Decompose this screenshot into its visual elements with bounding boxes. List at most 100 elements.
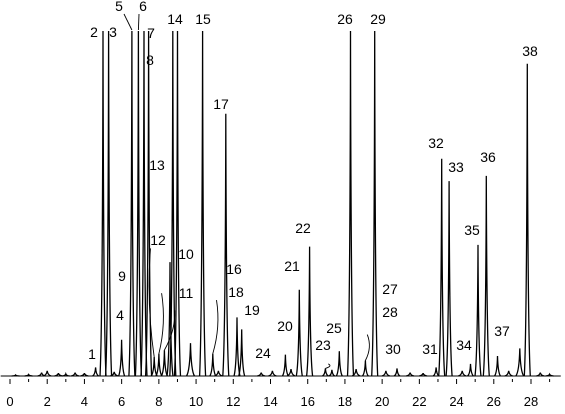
x-tick-label: 6	[118, 394, 125, 409]
peak-34	[467, 363, 474, 377]
peak-9	[150, 356, 158, 377]
peak-25	[335, 351, 343, 377]
peak-13	[169, 30, 177, 377]
peak-label-4: 4	[116, 307, 124, 323]
peak-19	[238, 329, 246, 377]
peak-18	[233, 317, 241, 377]
peak-label-16: 16	[226, 261, 242, 277]
x-tick-label: 0	[6, 394, 13, 409]
peak-10	[155, 353, 163, 377]
peak-label-34: 34	[456, 337, 472, 353]
peak-15	[198, 30, 207, 377]
peak-14	[173, 30, 182, 377]
minor-peak	[80, 372, 89, 377]
minor-peak	[24, 373, 33, 377]
minor-peak	[214, 370, 223, 377]
peak-label-10: 10	[178, 246, 194, 262]
peak-label-20: 20	[277, 318, 293, 334]
peak-36	[482, 175, 490, 377]
peak-11	[160, 350, 168, 377]
peak-17	[222, 113, 230, 377]
peak-1	[92, 367, 99, 377]
leader-28	[365, 334, 370, 361]
peak-label-3: 3	[109, 24, 117, 40]
minor-peak	[54, 372, 63, 377]
minor-peak	[185, 343, 196, 377]
minor-peak	[268, 370, 277, 377]
peak-label-17: 17	[213, 96, 229, 112]
leader-10	[158, 293, 164, 354]
leader-6	[137, 13, 140, 31]
peak-7	[140, 30, 148, 377]
peak-12	[166, 262, 174, 377]
x-tick-label: 2	[44, 394, 51, 409]
peak-32	[438, 158, 446, 377]
peak-label-22: 22	[295, 220, 311, 236]
minor-peak	[70, 372, 80, 377]
peak-38	[523, 63, 531, 377]
peak-22	[305, 246, 314, 377]
peak-4	[117, 339, 126, 377]
x-tick-label: 28	[524, 394, 538, 409]
x-tick-label: 24	[449, 394, 463, 409]
peak-label-25: 25	[326, 320, 342, 336]
peak-label-24: 24	[255, 345, 271, 361]
leader-5	[123, 13, 133, 31]
x-axis: 0 2 4 6 8 10 12 14 16 18 20 22 24 26 28	[6, 379, 551, 409]
peak-label-33: 33	[448, 159, 464, 175]
peak-3	[104, 30, 113, 377]
peak-label-38: 38	[522, 43, 538, 59]
peak-20	[281, 354, 289, 377]
label-leader-lines	[123, 13, 370, 369]
peak-label-29: 29	[370, 11, 386, 27]
peak-label-13: 13	[149, 157, 165, 173]
peak-27	[371, 30, 379, 377]
peak-33	[445, 181, 453, 377]
peak-23	[322, 368, 329, 377]
minor-peak	[545, 372, 554, 377]
peak-label-18: 18	[228, 284, 244, 300]
leader-24	[325, 363, 331, 369]
leader-16	[212, 300, 219, 354]
peak-label-30: 30	[385, 341, 401, 357]
minor-peak	[419, 372, 428, 377]
peak-label-2: 2	[90, 24, 98, 40]
minor-peak	[286, 369, 296, 377]
minor-peak	[536, 372, 545, 377]
minor-peak	[43, 370, 52, 377]
peak-label-37: 37	[494, 323, 510, 339]
x-tick-label: 12	[226, 394, 240, 409]
minor-peak	[381, 370, 391, 377]
minor-peak	[61, 371, 70, 377]
x-tick-label: 22	[412, 394, 426, 409]
peak-35	[474, 244, 482, 377]
leader-9	[148, 248, 155, 358]
peak-16	[209, 353, 217, 377]
peak-label-23: 23	[315, 337, 331, 353]
peak-label-19: 19	[244, 302, 260, 318]
peak-label-27: 27	[382, 281, 398, 297]
minor-peak	[458, 370, 467, 377]
peak-label-35: 35	[464, 222, 480, 238]
peak-label-8: 8	[146, 52, 154, 68]
peak-label-7: 7	[147, 25, 155, 41]
peak-label-31: 31	[422, 341, 438, 357]
x-tick-label: 18	[338, 394, 352, 409]
peak-label-32: 32	[428, 135, 444, 151]
x-tick-label: 10	[189, 394, 203, 409]
minor-peak	[504, 370, 513, 377]
x-tick-label: 14	[263, 394, 277, 409]
peak-label-14: 14	[167, 11, 183, 27]
peak-37	[493, 355, 502, 377]
chromatogram-trace-layer	[0, 30, 561, 377]
x-tick-label: 26	[487, 394, 501, 409]
leader-11	[164, 310, 176, 351]
peak-28	[361, 360, 369, 377]
minor-peak	[515, 348, 525, 377]
minor-peak	[257, 372, 266, 377]
minor-peak	[405, 372, 415, 377]
minor-peak	[11, 373, 20, 377]
peak-30	[393, 368, 401, 377]
